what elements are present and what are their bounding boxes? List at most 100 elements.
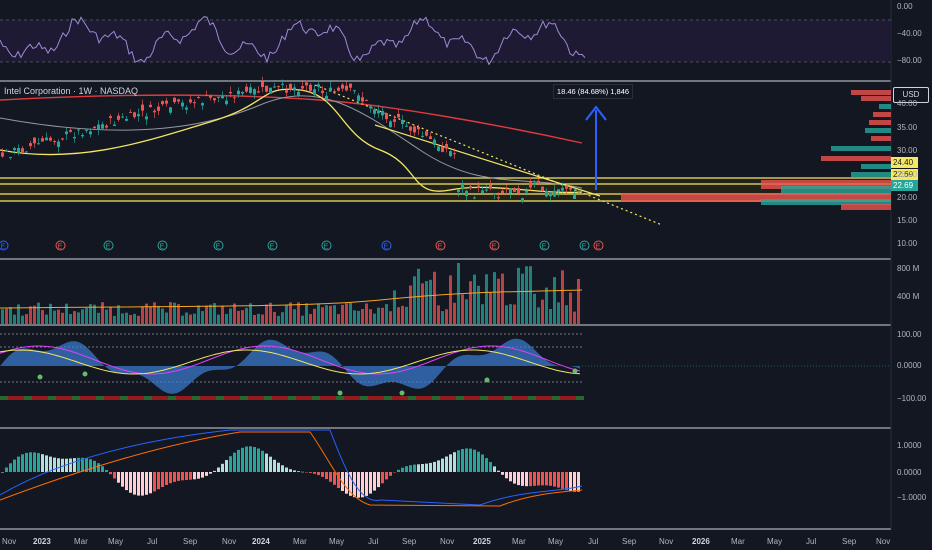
volume-bar xyxy=(181,315,184,324)
macd-hist-bar xyxy=(497,470,500,472)
volume-bar xyxy=(45,314,48,324)
osc-signal-strip xyxy=(520,396,528,400)
candle-body xyxy=(329,87,332,92)
candle-body xyxy=(277,86,280,88)
candle-body xyxy=(141,104,144,111)
candle-body xyxy=(29,143,32,147)
macd-hist-bar xyxy=(545,472,548,486)
candle-body xyxy=(17,148,20,153)
volume-bar xyxy=(465,299,468,324)
macd-hist-bar xyxy=(577,472,580,492)
macd-hist-bar xyxy=(377,472,380,488)
macd-hist-bar xyxy=(165,472,168,485)
macd-hist-bar xyxy=(109,472,112,475)
macd-hist-bar xyxy=(9,463,12,472)
volume-bar xyxy=(145,303,148,324)
volume-bar xyxy=(301,315,304,324)
time-axis-label: Nov xyxy=(440,537,455,546)
osc-signal-strip xyxy=(432,396,440,400)
volume-bar xyxy=(345,303,348,324)
volume-bar xyxy=(373,313,376,324)
candle-body xyxy=(249,87,252,93)
osc-line-1 xyxy=(0,345,581,375)
macd-hist-bar xyxy=(277,462,280,472)
volume-profile-bar xyxy=(861,96,891,101)
volume-bar xyxy=(369,309,372,324)
volume-bar xyxy=(137,315,140,324)
earnings-marker-label: E xyxy=(384,244,389,251)
osc-signal-strip xyxy=(352,396,360,400)
volume-pane[interactable] xyxy=(0,263,583,324)
osc-signal-strip xyxy=(8,396,16,400)
ma-100-line xyxy=(0,95,583,189)
volume-bar xyxy=(177,304,180,324)
volume-bar xyxy=(161,308,164,324)
time-axis-label: May xyxy=(548,537,564,546)
macd-hist-bar xyxy=(225,460,228,472)
osc-signal-strip xyxy=(328,396,336,400)
time-axis-label: Mar xyxy=(74,537,88,546)
volume-bar xyxy=(229,308,232,324)
candle-body xyxy=(117,115,120,120)
macd-hist-bar xyxy=(409,465,412,472)
time-axis-label: Nov xyxy=(222,537,237,546)
candle-body xyxy=(533,183,536,185)
candle-body xyxy=(65,131,68,135)
volume-bar xyxy=(365,303,368,324)
volume-bar xyxy=(129,315,132,324)
time-axis-label: May xyxy=(108,537,124,546)
macd-hist-bar xyxy=(29,452,32,472)
volume-bar xyxy=(533,293,536,324)
candle-body xyxy=(241,91,244,94)
candle-body xyxy=(225,100,228,105)
volume-bar xyxy=(389,311,392,324)
rsi-pane[interactable] xyxy=(0,16,891,66)
candle-body xyxy=(337,87,340,91)
osc-signal-strip xyxy=(336,396,344,400)
candle-body xyxy=(365,99,368,101)
volume-bar xyxy=(385,304,388,324)
macd-hist-bar xyxy=(117,472,120,483)
volume-bar xyxy=(509,304,512,324)
price-axis-label: 0.0000 xyxy=(897,468,922,477)
price-pane[interactable] xyxy=(0,76,891,226)
candle-body xyxy=(397,113,400,118)
earnings-marker: E xyxy=(0,240,9,251)
candle-body xyxy=(309,84,312,91)
volume-bar xyxy=(361,309,364,324)
trendline-dotted xyxy=(314,84,663,226)
volume-bar xyxy=(461,294,464,324)
volume-bar xyxy=(173,302,176,324)
macd-hist-bar xyxy=(293,470,296,472)
candle-body xyxy=(149,104,152,108)
macd-hist-bar xyxy=(441,458,444,472)
volume-bar xyxy=(545,287,548,324)
macd-hist-bar xyxy=(529,472,532,487)
volume-profile-bar xyxy=(761,180,891,189)
oscillator-pane[interactable] xyxy=(0,333,891,400)
macd-hist-bar xyxy=(449,454,452,472)
macd-pane[interactable] xyxy=(0,429,583,507)
osc-signal-strip xyxy=(528,396,536,400)
currency-button[interactable]: USD xyxy=(893,87,929,103)
osc-signal-strip xyxy=(288,396,296,400)
volume-bar xyxy=(101,302,104,324)
volume-bar xyxy=(117,305,120,324)
candle-body xyxy=(569,187,572,190)
macd-hist-bar xyxy=(45,455,48,472)
candle-body xyxy=(409,126,412,131)
earnings-marker-circle xyxy=(489,240,500,251)
earnings-marker-label: E xyxy=(596,244,601,251)
macd-hist-bar xyxy=(249,446,252,472)
volume-bar xyxy=(477,285,480,324)
macd-hist-bar xyxy=(365,472,368,496)
osc-signal-strip xyxy=(400,396,408,400)
candle-body xyxy=(33,137,36,144)
candle-body xyxy=(185,107,188,110)
candle-body xyxy=(109,116,112,118)
candle-body xyxy=(297,91,300,97)
volume-bar xyxy=(69,314,72,324)
price-axis-label: 30.00 xyxy=(897,146,918,155)
macd-hist-bar xyxy=(149,472,152,494)
